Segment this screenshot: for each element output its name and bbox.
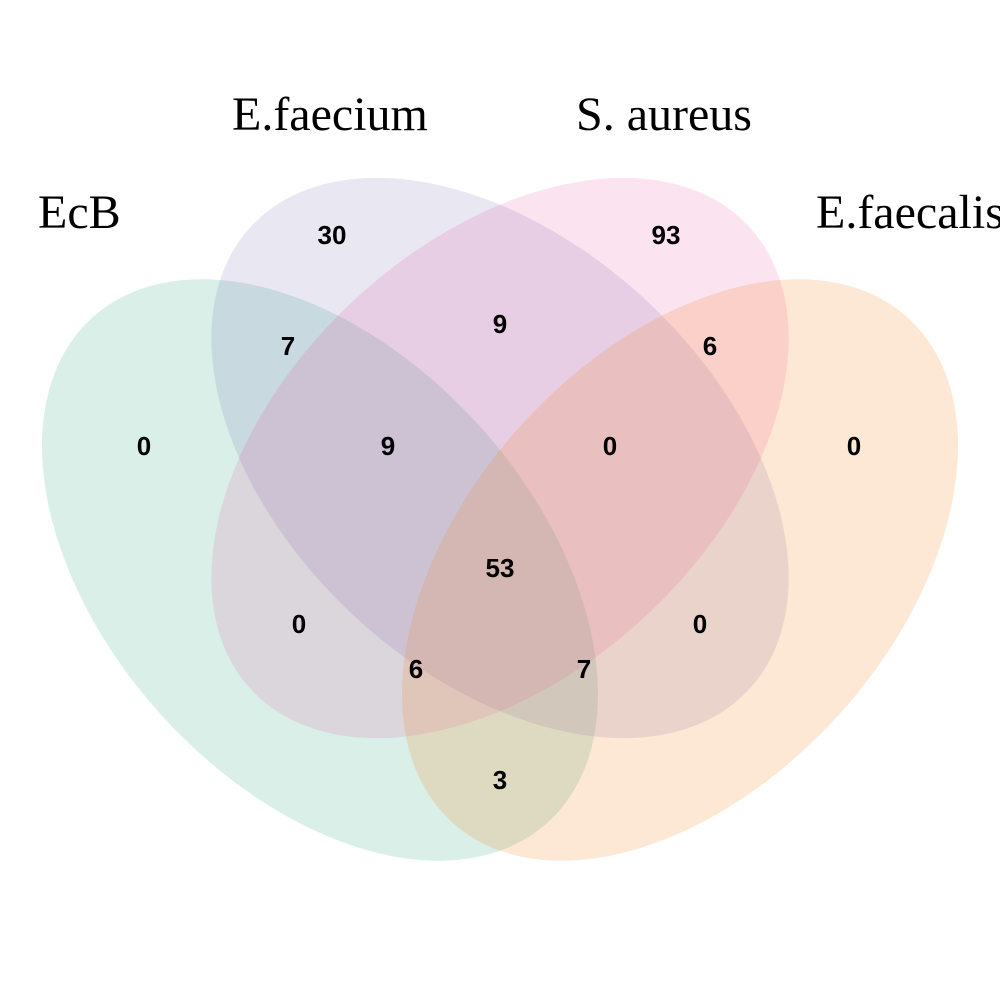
region-count-ecb-faecalis: 3 [493,765,507,795]
region-count-ecb-faecium-faecalis: 7 [577,654,591,684]
region-count-ecb-aureus-faecalis: 6 [409,654,423,684]
region-count-faecium-only: 30 [318,220,347,250]
region-count-ecb-faecium: 7 [281,331,295,361]
region-count-faecalis-only: 0 [847,431,861,461]
region-count-faecium-aureus-faecalis: 0 [603,431,617,461]
set-label-s-aureus: S. aureus [576,88,752,141]
set-label-ecb: EcB [38,186,121,239]
region-count-aureus-only: 93 [652,220,681,250]
set-ecb-ellipse [41,279,599,861]
set-e-faecium-ellipse [211,177,789,739]
set-label-e-faecalis: E.faecalis [816,186,1000,239]
set-label-e-faecium: E.faecium [232,88,428,141]
region-count-faecium-faecalis: 0 [693,609,707,639]
set-s-aureus-ellipse [211,177,789,739]
region-count-faecium-aureus: 9 [493,309,507,339]
set-e-faecalis-ellipse [401,279,959,861]
region-count-ecb-only: 0 [137,431,151,461]
region-count-all-four: 53 [486,553,515,583]
region-count-aureus-faecalis: 6 [703,331,717,361]
region-count-ecb-faecium-aureus: 9 [381,431,395,461]
region-count-ecb-aureus: 0 [292,609,306,639]
